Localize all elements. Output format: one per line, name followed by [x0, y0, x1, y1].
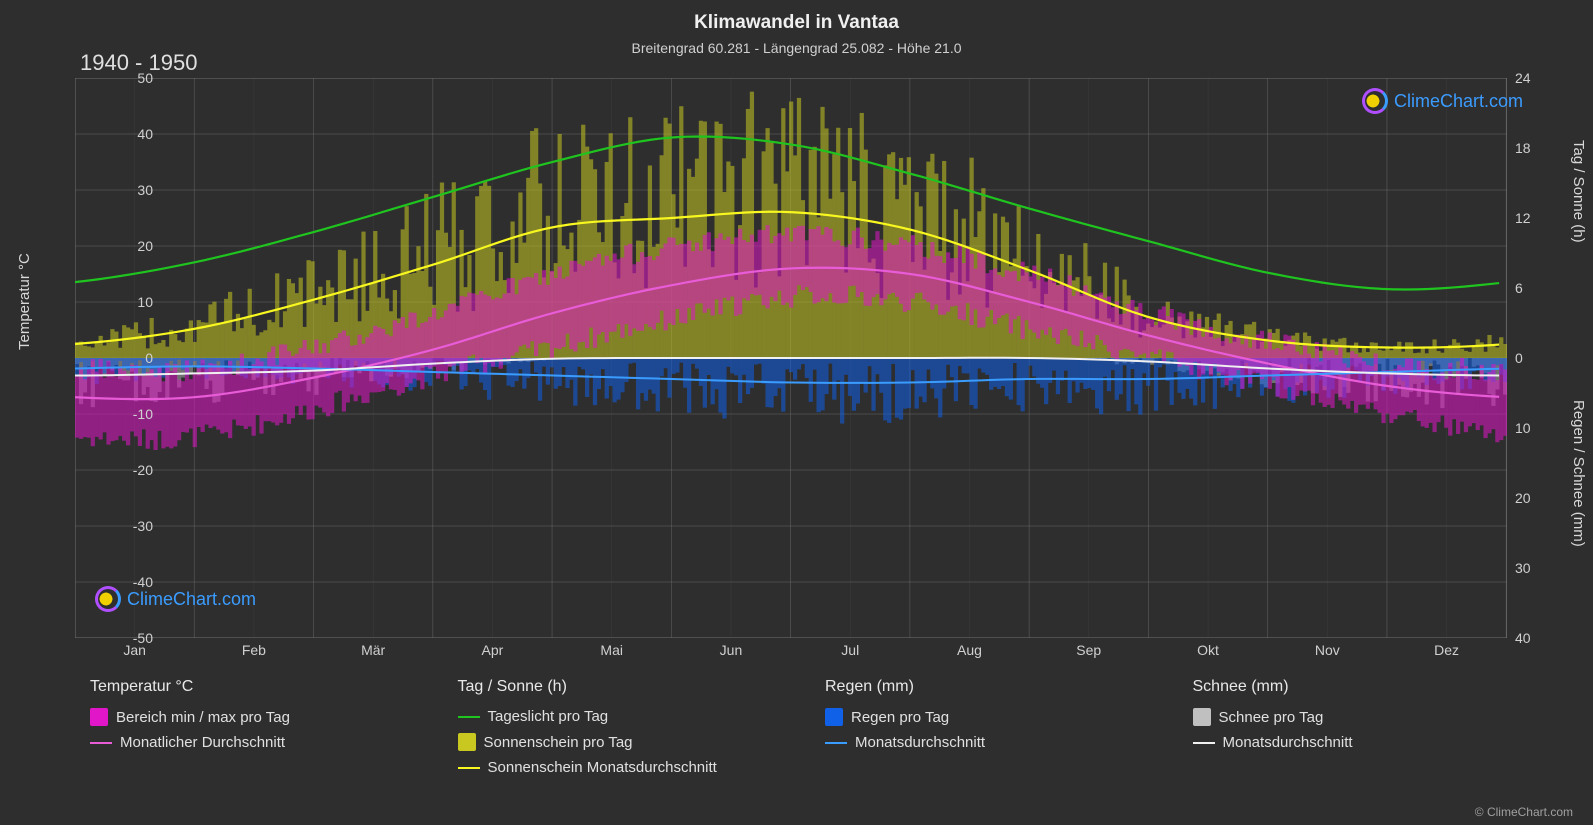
legend-header: Regen (mm) — [825, 678, 1153, 696]
x-tick-month: Feb — [242, 642, 266, 658]
brand-logo-top: ClimeChart.com — [1362, 88, 1523, 114]
chart-svg — [75, 78, 1507, 638]
x-tick-month: Jul — [841, 642, 859, 658]
swatch-icon — [825, 708, 843, 726]
legend-header: Schnee (mm) — [1193, 678, 1521, 696]
legend-item: Sonnenschein pro Tag — [458, 733, 786, 751]
y-tick-right: 24 — [1515, 70, 1531, 86]
swatch-icon — [1193, 742, 1215, 744]
y-tick-left: 40 — [113, 126, 153, 142]
legend-col-rain: Regen (mm) Regen pro Tag Monatsdurchschn… — [825, 678, 1153, 784]
legend-item: Monatlicher Durchschnitt — [90, 734, 418, 751]
brand-text: ClimeChart.com — [127, 589, 256, 610]
x-tick-month: Nov — [1315, 642, 1340, 658]
chart-subtitle: Breitengrad 60.281 - Längengrad 25.082 -… — [0, 34, 1593, 56]
legend-col-temperature: Temperatur °C Bereich min / max pro Tag … — [90, 678, 418, 784]
swatch-icon — [825, 742, 847, 744]
legend-label: Regen pro Tag — [851, 709, 949, 726]
legend-label: Monatlicher Durchschnitt — [120, 734, 285, 751]
legend-item: Monatsdurchschnitt — [1193, 734, 1521, 751]
swatch-icon — [458, 733, 476, 751]
legend-col-snow: Schnee (mm) Schnee pro Tag Monatsdurchsc… — [1193, 678, 1521, 784]
y-tick-right: 20 — [1515, 490, 1531, 506]
chart-plot-area — [75, 78, 1507, 638]
legend-item: Schnee pro Tag — [1193, 708, 1521, 726]
legend-label: Bereich min / max pro Tag — [116, 709, 290, 726]
legend-item: Tageslicht pro Tag — [458, 708, 786, 725]
swatch-icon — [458, 716, 480, 718]
y-tick-left: 30 — [113, 182, 153, 198]
y-tick-right: 40 — [1515, 630, 1531, 646]
legend-item: Sonnenschein Monatsdurchschnitt — [458, 759, 786, 776]
y-tick-left: 10 — [113, 294, 153, 310]
logo-icon — [1362, 88, 1388, 114]
y-tick-left: -30 — [113, 518, 153, 534]
swatch-icon — [1193, 708, 1211, 726]
x-tick-month: Mär — [361, 642, 385, 658]
x-tick-month: Jan — [123, 642, 146, 658]
legend-item: Monatsdurchschnitt — [825, 734, 1153, 751]
x-tick-month: Dez — [1434, 642, 1459, 658]
legend-col-daysun: Tag / Sonne (h) Tageslicht pro Tag Sonne… — [458, 678, 786, 784]
legend-item: Regen pro Tag — [825, 708, 1153, 726]
swatch-icon — [90, 708, 108, 726]
brand-logo-bottom: ClimeChart.com — [95, 586, 256, 612]
legend-label: Tageslicht pro Tag — [488, 708, 609, 725]
brand-text: ClimeChart.com — [1394, 91, 1523, 112]
chart-title: Klimawandel in Vantaa — [0, 0, 1593, 34]
y-tick-right: 10 — [1515, 420, 1531, 436]
legend: Temperatur °C Bereich min / max pro Tag … — [90, 678, 1520, 784]
x-tick-month: Sep — [1076, 642, 1101, 658]
y-axis-right-top-label: Tag / Sonne (h) — [1570, 140, 1587, 243]
copyright: © ClimeChart.com — [1475, 805, 1573, 819]
legend-label: Monatsdurchschnitt — [1223, 734, 1353, 751]
x-tick-month: Okt — [1197, 642, 1219, 658]
legend-label: Monatsdurchschnitt — [855, 734, 985, 751]
y-tick-left: -20 — [113, 462, 153, 478]
y-tick-right: 30 — [1515, 560, 1531, 576]
legend-item: Bereich min / max pro Tag — [90, 708, 418, 726]
logo-icon — [95, 586, 121, 612]
legend-label: Schnee pro Tag — [1219, 709, 1324, 726]
legend-label: Sonnenschein pro Tag — [484, 734, 633, 751]
legend-label: Sonnenschein Monatsdurchschnitt — [488, 759, 717, 776]
y-tick-left: 50 — [113, 70, 153, 86]
x-tick-month: Aug — [957, 642, 982, 658]
y-tick-right: 18 — [1515, 140, 1531, 156]
x-tick-month: Mai — [600, 642, 623, 658]
swatch-icon — [458, 767, 480, 769]
x-tick-month: Apr — [482, 642, 504, 658]
y-tick-left: 20 — [113, 238, 153, 254]
x-tick-month: Jun — [720, 642, 743, 658]
legend-header: Tag / Sonne (h) — [458, 678, 786, 696]
y-tick-left: 0 — [113, 350, 153, 366]
y-tick-left: -10 — [113, 406, 153, 422]
y-tick-right: 12 — [1515, 210, 1531, 226]
swatch-icon — [90, 742, 112, 744]
y-axis-right-bottom-label: Regen / Schnee (mm) — [1570, 400, 1587, 547]
y-axis-left-label: Temperatur °C — [16, 253, 33, 350]
y-tick-right: 6 — [1515, 280, 1523, 296]
y-tick-right: 0 — [1515, 350, 1523, 366]
legend-header: Temperatur °C — [90, 678, 418, 696]
